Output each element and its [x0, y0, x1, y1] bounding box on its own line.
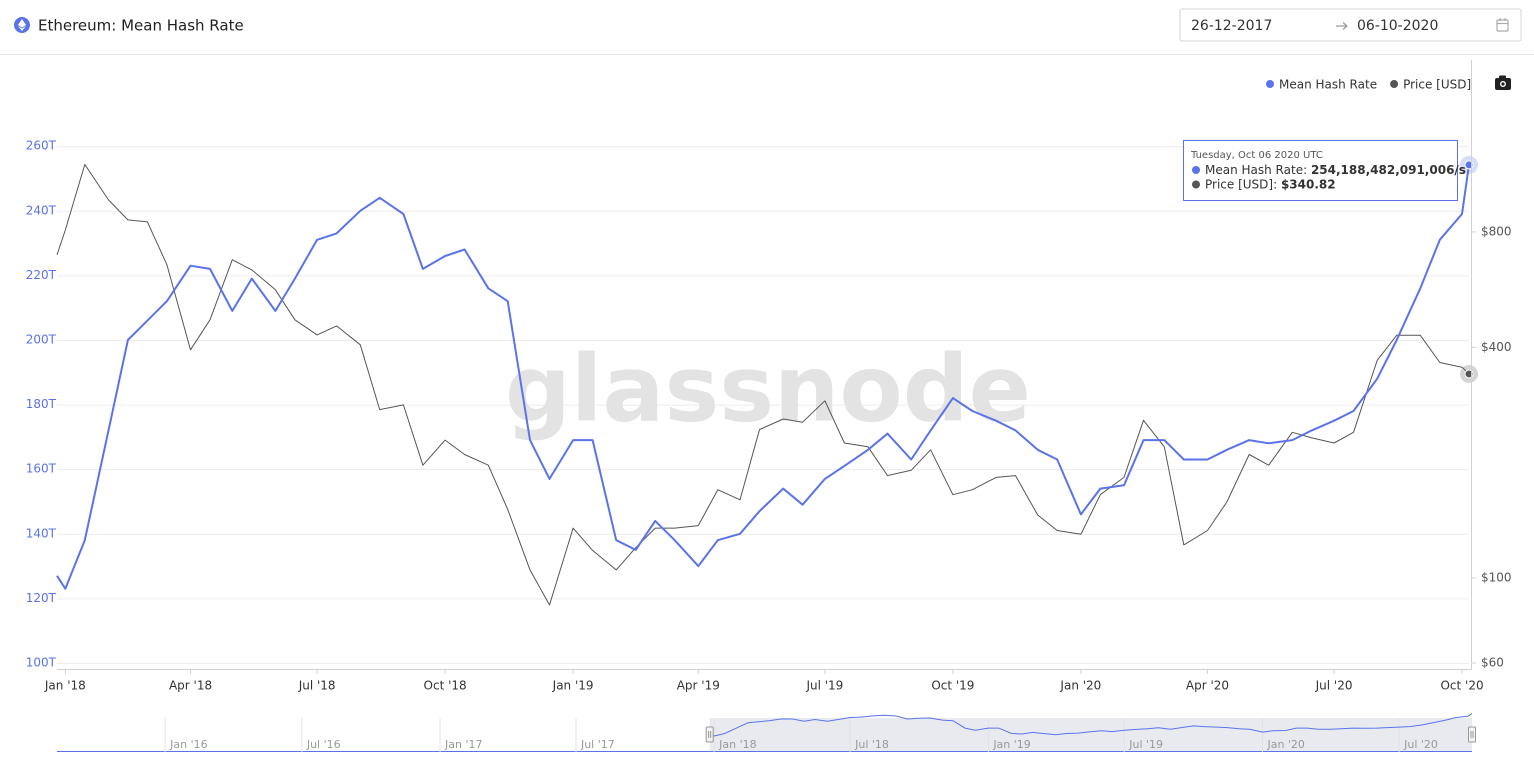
navigator-selection: [709, 718, 1472, 752]
y-tick-label: 240T: [26, 203, 57, 217]
y2-tick-label: $100: [1481, 570, 1512, 584]
range-arrow: [1336, 22, 1348, 30]
tooltip-value: 254,188,482,091,006/s: [1311, 163, 1466, 177]
legend-label: Mean Hash Rate: [1279, 78, 1377, 92]
y2-tick-label: $60: [1481, 656, 1504, 670]
legend-marker: [1266, 80, 1274, 88]
y-tick-label: 160T: [26, 462, 57, 476]
tooltip: Tuesday, Oct 06 2020 UTC Mean Hash Rate:…: [1183, 140, 1466, 201]
navigator-tick-label: Jan '19: [992, 738, 1030, 751]
x-tick-label: Jan '18: [44, 679, 86, 693]
export-button[interactable]: [1495, 75, 1511, 91]
x-tick-label: Apr '18: [169, 679, 212, 693]
x-tick-label: Jan '19: [552, 679, 594, 693]
tooltip-separator: :: [1303, 163, 1311, 177]
navigator-handle-grip: [708, 731, 712, 738]
tooltip-line: Mean Hash Rate: 254,188,482,091,006/s: [1205, 163, 1466, 177]
x-tick-label: Jul '19: [805, 679, 843, 693]
page-title: Ethereum: Mean Hash Rate: [38, 17, 244, 35]
y-tick-label: 100T: [26, 656, 57, 670]
y2-tick-label: $800: [1481, 224, 1512, 238]
y-tick-label: 220T: [26, 268, 57, 282]
tooltip-series-name: Price [USD]: [1205, 177, 1273, 191]
navigator-tick-label: Jul '17: [580, 738, 615, 751]
tooltip-separator: :: [1273, 177, 1281, 191]
watermark: glassnode: [505, 335, 1031, 442]
eth-glyph: [18, 19, 26, 31]
navigator-tick-label: Jul '19: [1128, 738, 1163, 751]
x-tick-label: Oct '19: [931, 679, 974, 693]
tooltip-date: Tuesday, Oct 06 2020 UTC: [1190, 150, 1323, 161]
legend-label: Price [USD]: [1403, 78, 1471, 92]
x-tick-label: Jul '18: [298, 679, 336, 693]
y-tick-label: 140T: [26, 526, 57, 540]
navigator-tick-label: Jan '18: [718, 738, 756, 751]
navigator-tick-label: Jan '17: [444, 738, 482, 751]
navigator-tick-label: Jul '18: [854, 738, 889, 751]
y-tick-label: 180T: [26, 397, 57, 411]
x-tick-label: Jan '20: [1059, 679, 1101, 693]
y-tick-label: 260T: [26, 139, 57, 153]
x-tick-label: Oct '20: [1440, 679, 1483, 693]
y-tick-label: 120T: [26, 591, 57, 605]
x-tick-label: Jul '20: [1315, 679, 1353, 693]
date-to[interactable]: 06-10-2020: [1357, 18, 1438, 34]
x-tick-label: Oct '18: [424, 679, 467, 693]
navigator-tick-label: Jul '16: [306, 738, 341, 751]
date-range-picker[interactable]: [1179, 8, 1522, 42]
series-line: [56, 164, 1470, 590]
y-tick-label: 200T: [26, 332, 57, 346]
calendar-icon[interactable]: [1496, 18, 1509, 32]
navigator-handle-grip: [1470, 731, 1474, 738]
navigator-tick-label: Jan '20: [1266, 738, 1304, 751]
tooltip-marker: [1192, 180, 1200, 189]
tooltip-value: $340.82: [1281, 177, 1336, 191]
navigator-handle[interactable]: [705, 726, 714, 743]
legend-marker: [1390, 80, 1399, 88]
navigator-tick-label: Jan '16: [169, 738, 207, 751]
date-from[interactable]: 26-12-2017: [1191, 18, 1272, 34]
tooltip-marker: [1192, 166, 1200, 174]
x-tick-label: Apr '20: [1186, 679, 1229, 693]
y2-tick-label: $400: [1481, 340, 1512, 354]
navigator[interactable]: Jan '16 Jul '16 Jan '17 Jul '17 Jan '18 Jul '…: [57, 713, 1476, 753]
legend: Mean Hash Rate Price [USD]: [1266, 78, 1471, 92]
navigator-tick-label: Jul '20: [1403, 738, 1438, 751]
navigator-line: [709, 713, 1473, 737]
tooltip-box: [1183, 140, 1458, 201]
tooltip-line: Price [USD]: $340.82: [1205, 177, 1336, 191]
navigator-handle[interactable]: [1468, 726, 1476, 743]
tooltip-series-name: Mean Hash Rate: [1205, 163, 1303, 177]
grid: [57, 146, 1469, 664]
x-tick-label: Apr '19: [677, 679, 720, 693]
